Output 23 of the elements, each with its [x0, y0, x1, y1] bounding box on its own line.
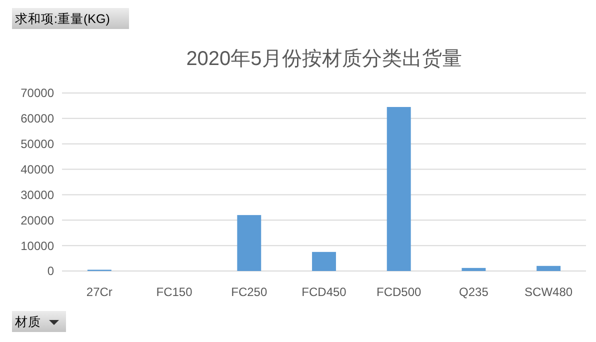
y-tick-label: 60000 — [20, 112, 54, 126]
x-tick-label: SCW480 — [524, 285, 573, 299]
chart-title: 2020年5月份按材质分类出货量 — [186, 48, 462, 70]
x-tick-label: FC250 — [231, 285, 268, 299]
x-tick-label: FCD500 — [376, 285, 422, 299]
bar — [386, 106, 411, 271]
y-tick-label: 10000 — [20, 238, 54, 253]
x-tick-label: 27Cr — [86, 285, 112, 299]
y-tick-label: 50000 — [20, 137, 54, 152]
y-tick-label: 30000 — [20, 188, 54, 202]
y-axis-title: 求和项:重量(KG) — [15, 12, 110, 26]
bar — [237, 215, 262, 271]
x-tick-label: Q235 — [459, 285, 489, 299]
bar — [312, 252, 336, 271]
y-tick-label: 40000 — [20, 162, 54, 176]
x-axis-title: 材质 — [14, 315, 41, 329]
y-tick-label: 70000 — [20, 86, 54, 100]
x-tick-label: FC150 — [156, 285, 193, 299]
y-tick-label: 0 — [47, 264, 54, 278]
bar — [462, 268, 486, 271]
y-tick-label: 20000 — [20, 213, 54, 228]
x-tick-label: FCD450 — [302, 285, 347, 299]
bar — [536, 266, 561, 271]
